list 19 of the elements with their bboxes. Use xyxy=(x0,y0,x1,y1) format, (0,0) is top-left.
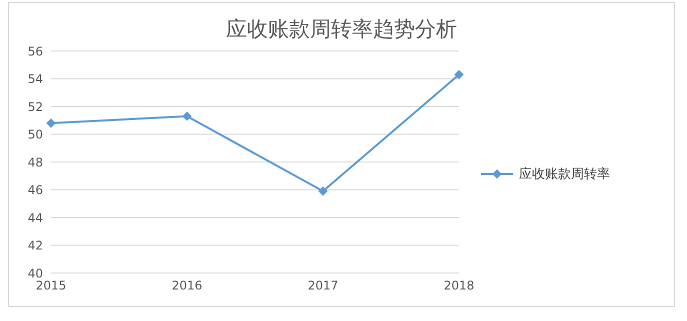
point xyxy=(454,70,464,80)
y-tick-label: 44 xyxy=(28,210,43,225)
y-tick-label: 52 xyxy=(28,100,43,114)
x-tick-label: 2016 xyxy=(172,278,202,293)
y-tick-label: 46 xyxy=(28,183,43,198)
y-tick-label: 48 xyxy=(28,155,43,170)
point xyxy=(318,186,328,196)
y-tick-label: 50 xyxy=(28,128,43,142)
y-tick-label: 54 xyxy=(28,72,43,86)
chart-title: 应收账款周转率趋势分析 xyxy=(225,16,458,43)
y-tick-label: 56 xyxy=(28,44,43,58)
y-tick-label: 42 xyxy=(28,238,43,253)
x-tick-label: 2018 xyxy=(444,278,474,293)
x-tick-label: 2015 xyxy=(36,278,66,293)
point xyxy=(182,112,192,121)
x-tick-label: 2017 xyxy=(308,278,338,293)
y-tick-label: 40 xyxy=(28,266,43,280)
point xyxy=(46,118,56,128)
legend-label: 应收账款周转率 xyxy=(519,166,610,183)
